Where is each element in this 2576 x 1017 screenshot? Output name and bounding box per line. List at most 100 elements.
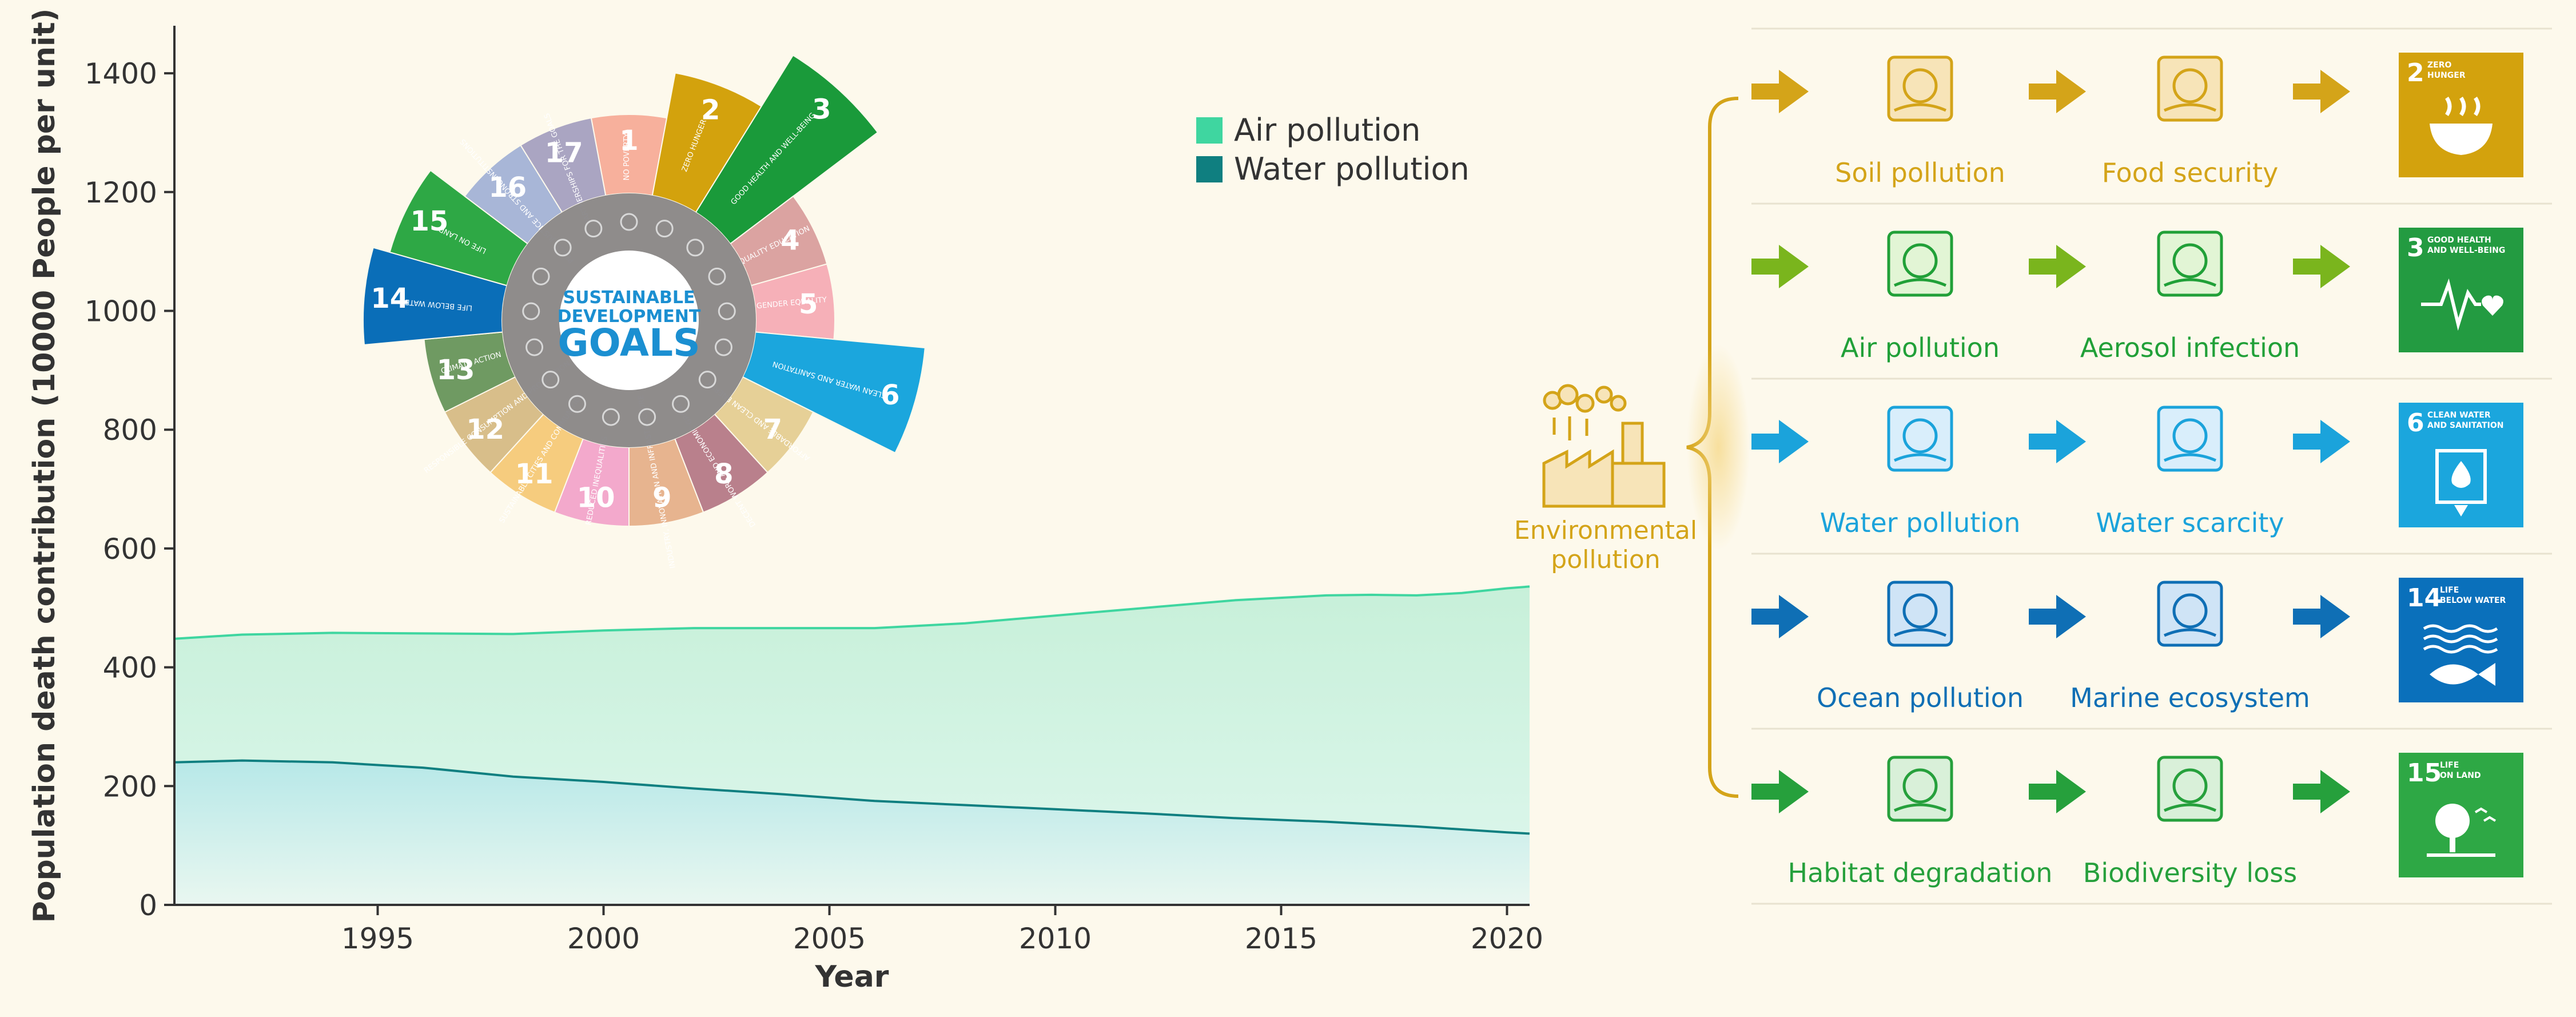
flow-arrow-icon xyxy=(2029,595,2086,638)
x-tick-label: 1995 xyxy=(341,922,414,955)
x-axis-label: Year xyxy=(815,960,889,994)
effect-icon-detail xyxy=(2172,768,2208,804)
y-tick-label: 600 xyxy=(103,533,157,566)
sdg-segment-number: 14 xyxy=(371,283,409,315)
effect-icon xyxy=(2157,581,2223,647)
sdg-goal-icon xyxy=(638,408,656,426)
sdg-center-line2: DEVELOPMENT xyxy=(558,307,701,327)
wheel-center xyxy=(559,251,699,390)
effect-icon-detail xyxy=(2163,803,2217,812)
sdg-segment-number: 11 xyxy=(515,458,554,490)
sdg-segment-number: 7 xyxy=(763,414,782,446)
cause-icon-detail xyxy=(1902,593,1938,629)
effect-icon xyxy=(2157,406,2223,472)
effect-label: Marine ecosystem xyxy=(2070,682,2310,713)
legend-swatch-water xyxy=(1196,156,1223,182)
x-tick-label: 2000 xyxy=(567,922,640,955)
water-drop-icon xyxy=(2451,461,2471,488)
sdg-tile-3 xyxy=(2399,228,2523,352)
effect-icon-detail xyxy=(2172,243,2208,279)
sdg-segment-number: 13 xyxy=(437,354,475,386)
flow-row-5: Habitat degradation Biodiversity loss 15LI… xyxy=(1751,753,2523,888)
flow-arrow-icon xyxy=(1751,595,1809,638)
y-axis-label: Population death contribution (10000 Peo… xyxy=(27,9,62,923)
sdg-goal-icon xyxy=(525,338,544,356)
cause-icon-detail xyxy=(1893,453,1947,462)
sdg-tile-title-line2: AND SANITATION xyxy=(2427,421,2503,430)
sdg-segment-number: 5 xyxy=(799,288,818,320)
sdg-segment-number: 2 xyxy=(701,94,720,126)
sdg-goal-icon xyxy=(568,395,586,413)
y-tick-label: 0 xyxy=(139,889,157,922)
bowl-icon xyxy=(2430,124,2493,155)
sdg-goal-icon xyxy=(542,371,560,389)
cause-icon xyxy=(1887,406,1953,472)
sdg-goal-icon xyxy=(620,213,638,231)
effect-label: Water scarcity xyxy=(2096,507,2284,538)
effect-icon-detail xyxy=(2163,278,2217,287)
cause-icon-detail xyxy=(1902,418,1938,454)
effect-icon-detail xyxy=(2163,453,2217,462)
cause-icon-detail xyxy=(1893,803,1947,812)
pollution-flow-panel: Environmental pollution Soil pollution Fo… xyxy=(1514,27,2552,905)
sdg-goal-icon xyxy=(554,239,572,257)
x-tick-label: 2010 xyxy=(1019,922,1092,955)
bird-icon xyxy=(2474,807,2497,822)
flow-row-4: Ocean pollution Marine ecosystem 14LIFEBEL… xyxy=(1751,578,2523,713)
flow-arrow-icon xyxy=(2029,245,2086,288)
steam-icon xyxy=(2444,97,2481,116)
effect-icon-detail xyxy=(2172,593,2208,629)
cause-icon-detail xyxy=(1893,278,1947,287)
effect-label: Food security xyxy=(2102,157,2279,188)
flow-arrow-icon xyxy=(1751,770,1809,813)
x-tick-label: 2005 xyxy=(793,922,866,955)
source-label-line2: pollution xyxy=(1551,545,1660,574)
sdg-segment-label: NO POVERTY xyxy=(623,133,631,180)
y-tick-label: 800 xyxy=(103,414,157,447)
sdg-goal-icon xyxy=(698,371,716,389)
sdg-segment-number: 16 xyxy=(488,172,527,204)
sdg-segment-number: 12 xyxy=(466,414,504,446)
source-label-line1: Environmental xyxy=(1514,516,1697,545)
flow-arrow-icon xyxy=(2293,245,2350,288)
sdg-goal-icon xyxy=(718,302,736,320)
effect-icon xyxy=(2157,55,2223,122)
sdg-tile-title-line2: AND WELL-BEING xyxy=(2427,246,2505,255)
flow-arrow-icon xyxy=(2029,70,2086,113)
flow-arrow-icon xyxy=(1751,245,1809,288)
sdg-tile-number: 15 xyxy=(2407,758,2442,788)
wave-icon xyxy=(2423,634,2498,643)
effect-label: Aerosol infection xyxy=(2080,332,2300,363)
flow-arrow-icon xyxy=(1751,70,1809,113)
flow-arrow-icon xyxy=(2293,770,2350,813)
sdg-goal-icon xyxy=(655,220,674,238)
sdg-segment-number: 1 xyxy=(619,125,638,157)
effect-icon-detail xyxy=(2163,628,2217,637)
sdg-tile-number: 6 xyxy=(2407,408,2424,438)
flow-arrow-icon xyxy=(2293,70,2350,113)
wave-icon xyxy=(2423,645,2498,654)
sdg-tile-number: 3 xyxy=(2407,233,2424,263)
y-tick-label: 200 xyxy=(103,770,157,803)
sdg-segment-number: 8 xyxy=(714,458,733,490)
cause-label: Habitat degradation xyxy=(1788,857,2053,888)
sdg-goal-icon xyxy=(708,267,726,285)
sdg-goal-icon xyxy=(532,267,550,285)
y-tick-label: 1000 xyxy=(85,295,157,328)
effect-label: Biodiversity loss xyxy=(2083,857,2297,888)
effect-icon-detail xyxy=(2163,103,2217,112)
fish-icon xyxy=(2430,663,2495,686)
sdg-center-line1: SUSTAINABLE xyxy=(563,288,695,308)
cause-icon-detail xyxy=(1902,68,1938,104)
legend: Air pollution Water pollution xyxy=(1196,112,1470,187)
flow-row-3: Water pollution Water scarcity 6 CLEAN WATE… xyxy=(1751,403,2523,538)
legend-label-air: Air pollution xyxy=(1234,112,1420,148)
sdg-tile-number: 14 xyxy=(2407,583,2442,613)
sdg-segment-number: 17 xyxy=(545,137,583,169)
flow-arrow-icon xyxy=(2029,770,2086,813)
sdg-segment-3 xyxy=(695,54,879,245)
sdg-segment-number: 10 xyxy=(577,482,615,514)
